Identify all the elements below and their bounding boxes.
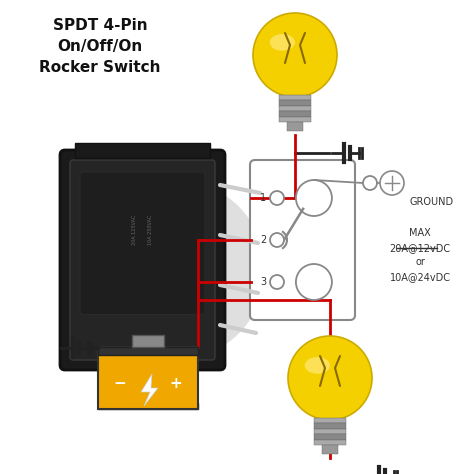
Ellipse shape [270,34,295,51]
FancyBboxPatch shape [250,160,355,320]
Text: 7: 7 [380,178,386,188]
Text: MAX
20A@12vDC
or
10A@24vDC: MAX 20A@12vDC or 10A@24vDC [390,228,451,282]
Text: 1: 1 [260,193,266,203]
Polygon shape [141,374,158,406]
Circle shape [270,191,284,205]
Bar [314,429,346,434]
Bar [314,440,346,445]
Text: +: + [170,376,182,392]
Ellipse shape [305,357,330,374]
Circle shape [270,275,284,289]
Bar [287,122,303,131]
Circle shape [296,180,332,216]
Bar [314,434,346,440]
Bar [314,423,346,429]
Bar [98,403,198,409]
Text: −: − [114,376,127,392]
Bar [75,143,210,158]
Bar [279,117,311,122]
Text: 20A 125VAC: 20A 125VAC [132,215,137,245]
Text: GROUND: GROUND [410,197,454,207]
Bar [98,347,198,355]
Circle shape [270,233,284,247]
Text: 10A 250VAC: 10A 250VAC [148,215,153,245]
Circle shape [363,176,377,190]
Bar [279,106,311,111]
Bar [279,100,311,106]
FancyBboxPatch shape [70,160,215,360]
Circle shape [288,336,372,420]
FancyBboxPatch shape [80,172,205,315]
Text: SPDT 4-Pin
On/Off/On
Rocker Switch: SPDT 4-Pin On/Off/On Rocker Switch [39,18,161,75]
Circle shape [253,13,337,97]
Bar [279,95,311,100]
Bar [132,335,164,347]
Circle shape [85,180,265,360]
Circle shape [380,171,404,195]
Text: 2: 2 [260,235,266,245]
Bar [314,418,346,423]
Circle shape [296,264,332,300]
Bar [98,347,198,409]
Bar [322,445,338,454]
FancyBboxPatch shape [60,150,225,370]
Text: 3: 3 [260,277,266,287]
Bar [279,111,311,117]
